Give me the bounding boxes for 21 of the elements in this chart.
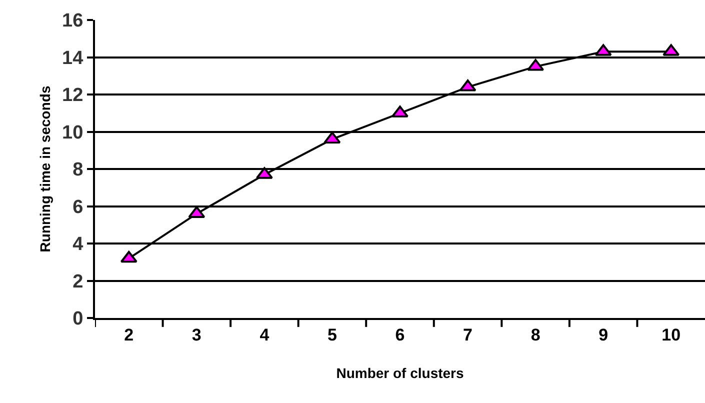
y-tick-label: 16 [62,10,84,32]
y-tick-label: 12 [62,85,84,106]
x-tick-label: 10 [662,325,681,344]
point [120,250,138,263]
y-tick-label: 14 [62,48,84,69]
x-tick-label: 4 [260,325,270,344]
x-tick-label: 9 [598,325,608,344]
x-tick-label: 5 [327,325,337,344]
y-tick-label: 8 [72,160,84,181]
x-axis-title: Number of clusters [336,365,464,382]
y-tick-label: 10 [62,122,84,144]
y-tick-label: 0 [72,308,84,330]
y-tick-label: 6 [72,196,84,218]
y-tick-label: 4 [72,234,84,256]
x-tick-label: 3 [192,325,202,344]
y-tick-label: 2 [72,271,84,292]
y-axis-title: Running time in seconds [37,86,54,252]
x-tick-label: 6 [395,325,405,344]
x-tick-label: 7 [463,325,473,344]
x-tick-label: 2 [124,325,134,344]
x-tick-label: 8 [530,325,540,344]
